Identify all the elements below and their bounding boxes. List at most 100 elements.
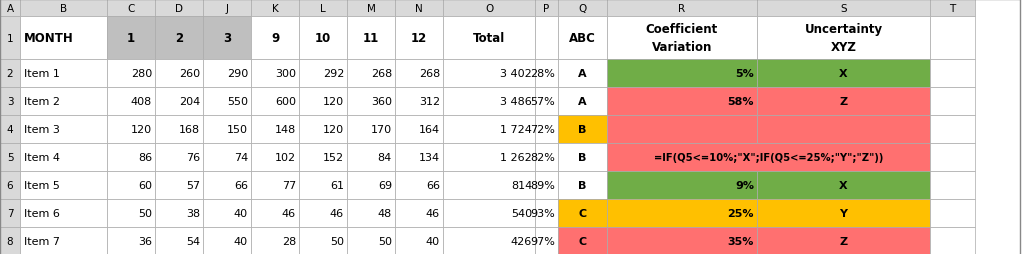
Bar <box>20 60 106 88</box>
Bar <box>607 171 757 199</box>
Bar <box>558 0 607 17</box>
Text: 60: 60 <box>138 180 152 190</box>
Bar <box>251 0 299 17</box>
Bar <box>757 88 930 116</box>
Text: Q: Q <box>579 4 587 13</box>
Bar <box>251 60 299 88</box>
Text: 5%: 5% <box>735 69 754 79</box>
Text: 8: 8 <box>7 236 13 246</box>
Bar <box>203 199 251 227</box>
Text: A: A <box>6 4 13 13</box>
Bar <box>106 199 155 227</box>
Bar <box>20 144 106 171</box>
Text: 814: 814 <box>511 180 532 190</box>
Bar <box>106 60 155 88</box>
Text: 6: 6 <box>7 180 13 190</box>
Bar <box>607 144 930 171</box>
Text: 268: 268 <box>419 69 440 79</box>
Text: 58%: 58% <box>727 97 754 107</box>
Bar <box>251 227 299 254</box>
Text: B: B <box>579 152 587 162</box>
Bar <box>155 171 203 199</box>
Bar <box>395 116 443 144</box>
Text: 46: 46 <box>426 208 440 218</box>
Bar <box>203 88 251 116</box>
Text: 89%: 89% <box>530 180 555 190</box>
Bar <box>395 171 443 199</box>
Text: 61: 61 <box>330 180 344 190</box>
Text: R: R <box>679 4 685 13</box>
Bar <box>20 199 106 227</box>
Bar <box>443 0 535 17</box>
Bar <box>930 227 975 254</box>
Bar <box>299 88 347 116</box>
Text: 66: 66 <box>426 180 440 190</box>
Bar <box>20 0 106 17</box>
Bar <box>395 227 443 254</box>
Bar <box>347 88 395 116</box>
Bar <box>607 88 757 116</box>
Bar <box>395 0 443 17</box>
Bar <box>930 199 975 227</box>
Text: C: C <box>579 236 587 246</box>
Text: 86: 86 <box>138 152 152 162</box>
Bar <box>347 116 395 144</box>
Text: A: A <box>579 97 587 107</box>
Text: 150: 150 <box>227 124 248 134</box>
Bar <box>203 0 251 17</box>
Bar <box>299 0 347 17</box>
Bar <box>558 60 607 88</box>
Bar <box>203 227 251 254</box>
Text: 312: 312 <box>419 97 440 107</box>
Bar <box>535 88 558 116</box>
Text: 1 262: 1 262 <box>501 152 532 162</box>
Text: 4: 4 <box>7 124 13 134</box>
Bar <box>106 144 155 171</box>
Bar <box>347 17 395 60</box>
Text: K: K <box>271 4 279 13</box>
Bar <box>535 0 558 17</box>
Bar <box>106 171 155 199</box>
Bar <box>757 17 930 60</box>
Text: 54: 54 <box>186 236 200 246</box>
Text: 2: 2 <box>175 32 183 45</box>
Bar <box>20 17 106 60</box>
Bar <box>299 199 347 227</box>
Bar <box>299 116 347 144</box>
Text: 550: 550 <box>227 97 248 107</box>
Text: 152: 152 <box>323 152 344 162</box>
Bar <box>930 60 975 88</box>
Text: A: A <box>579 69 587 79</box>
Bar <box>0 17 20 60</box>
Bar <box>347 144 395 171</box>
Text: 134: 134 <box>419 152 440 162</box>
Text: 57%: 57% <box>530 97 555 107</box>
Text: Item 5: Item 5 <box>24 180 59 190</box>
Bar <box>299 227 347 254</box>
Text: 408: 408 <box>131 97 152 107</box>
Bar <box>20 88 106 116</box>
Bar <box>251 116 299 144</box>
Text: S: S <box>840 4 847 13</box>
Text: 46: 46 <box>330 208 344 218</box>
Text: Item 2: Item 2 <box>24 97 60 107</box>
Bar <box>558 17 607 60</box>
Bar <box>930 116 975 144</box>
Text: 204: 204 <box>179 97 200 107</box>
Bar <box>757 199 930 227</box>
Bar <box>535 199 558 227</box>
Text: 164: 164 <box>419 124 440 134</box>
Bar <box>930 0 975 17</box>
Bar <box>757 227 930 254</box>
Text: C: C <box>127 4 135 13</box>
Text: 1: 1 <box>127 32 135 45</box>
Text: 426: 426 <box>511 236 532 246</box>
Text: O: O <box>485 4 494 13</box>
Text: 72%: 72% <box>530 124 555 134</box>
Bar <box>203 144 251 171</box>
Bar <box>0 199 20 227</box>
Text: 9: 9 <box>271 32 280 45</box>
Bar <box>443 144 535 171</box>
Text: 540: 540 <box>511 208 532 218</box>
Text: 10: 10 <box>314 32 331 45</box>
